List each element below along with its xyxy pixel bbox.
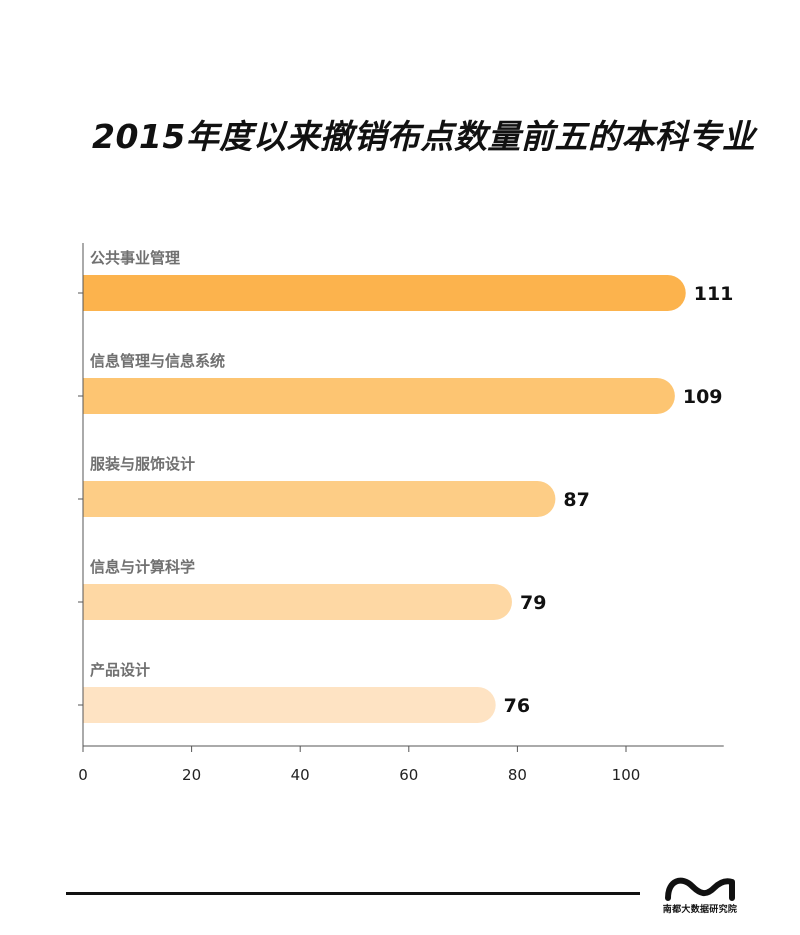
bar-left-edge: [83, 687, 101, 723]
footer-divider: [66, 892, 640, 895]
category-label: 服装与服饰设计: [90, 455, 195, 473]
x-tick-label: 60: [399, 766, 418, 784]
data-label: 87: [563, 489, 589, 511]
data-label: 111: [694, 283, 734, 305]
data-label: 109: [683, 386, 723, 408]
wave-logo-icon: [665, 877, 735, 901]
bar-chart: 公共事业管理 111 信息管理与信息系统 109 服装与服饰设计 87 信息与计算科学 79 产…: [78, 243, 734, 784]
data-label: 76: [504, 695, 530, 717]
footer-org-name: 南都大数据研究院: [662, 905, 738, 915]
category-label: 产品设计: [90, 661, 150, 679]
category-label: 信息管理与信息系统: [90, 352, 225, 370]
x-tick-label: 40: [291, 766, 310, 784]
bar-left-edge: [83, 481, 101, 517]
bar: [83, 275, 686, 311]
x-tick-label: 80: [508, 766, 527, 784]
bar: [83, 378, 675, 414]
bar: [83, 687, 496, 723]
bar: [83, 584, 512, 620]
data-label: 79: [520, 592, 546, 614]
x-tick-label: 100: [612, 766, 641, 784]
x-tick-label: 0: [78, 766, 88, 784]
category-label: 公共事业管理: [90, 249, 180, 267]
footer-logo: 南都大数据研究院: [660, 872, 740, 922]
bar-left-edge: [83, 275, 101, 311]
x-tick-label: 20: [182, 766, 201, 784]
bar-left-edge: [83, 378, 101, 414]
bar-left-edge: [83, 584, 101, 620]
bar: [83, 481, 556, 517]
page-title: 2015年度以来撤销布点数量前五的本科专业: [92, 117, 756, 156]
category-label: 信息与计算科学: [90, 558, 195, 576]
